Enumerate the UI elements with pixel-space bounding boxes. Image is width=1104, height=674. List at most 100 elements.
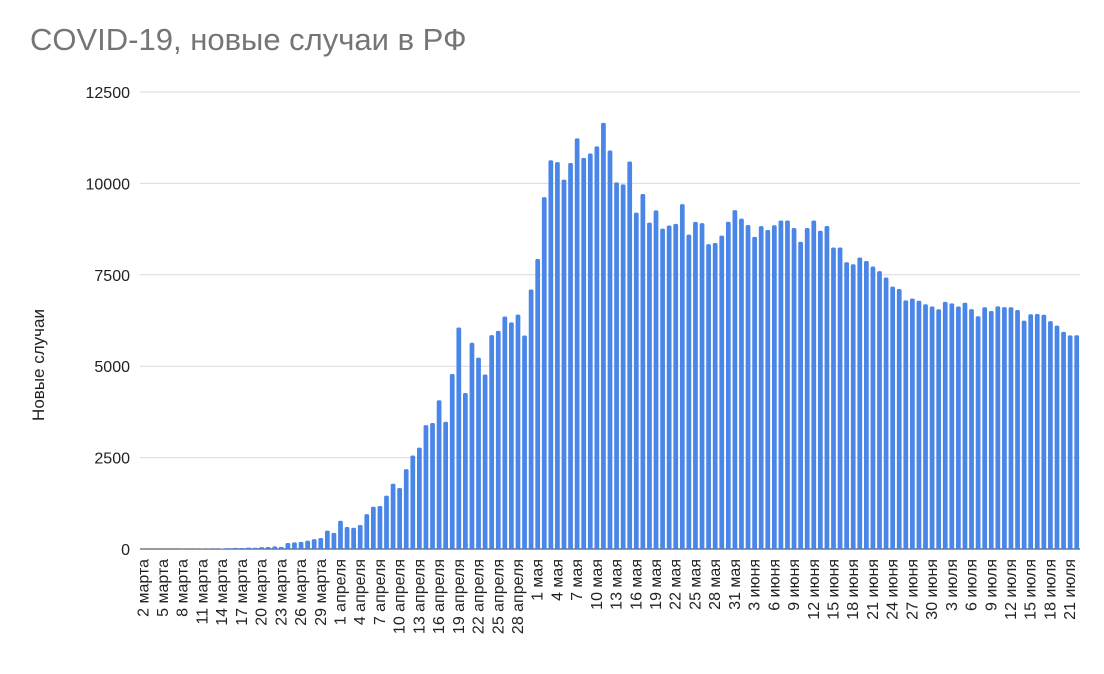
bar <box>390 483 396 549</box>
x-tick-label: 7 мая <box>569 559 586 601</box>
x-tick-label: 18 июля <box>1042 559 1059 620</box>
x-tick-label: 4 апреля <box>352 559 369 625</box>
bar <box>647 222 652 550</box>
bar <box>246 547 251 549</box>
bar <box>962 302 968 549</box>
bar <box>614 182 619 549</box>
bar <box>417 447 422 549</box>
x-tick-label: 21 июня <box>865 559 882 620</box>
bar <box>811 220 817 549</box>
bar <box>1041 314 1047 549</box>
bar <box>903 300 909 549</box>
bar <box>561 179 567 550</box>
x-tick-label: 27 июня <box>904 559 921 620</box>
bar <box>528 289 534 549</box>
bar <box>870 266 876 549</box>
bar <box>515 314 521 549</box>
bar <box>633 212 639 549</box>
bar <box>456 327 462 549</box>
x-tick-label: 13 мая <box>609 559 626 610</box>
x-tick-label: 17 марта <box>234 559 251 626</box>
y-tick-label: 5000 <box>94 359 130 376</box>
bar <box>449 374 455 549</box>
bar <box>384 495 389 549</box>
x-tick-label: 22 мая <box>668 559 685 610</box>
bar <box>1015 310 1020 549</box>
x-tick-label: 3 июля <box>944 559 961 611</box>
x-tick-label: 18 июня <box>845 559 862 620</box>
bar <box>232 547 238 549</box>
bar <box>712 242 718 549</box>
bar <box>785 220 790 549</box>
bar <box>890 286 896 549</box>
bar <box>298 541 304 549</box>
x-tick-label: 11 марта <box>194 559 211 625</box>
bar <box>594 146 600 549</box>
bar <box>627 161 633 550</box>
x-tick-label: 25 апреля <box>490 559 507 634</box>
x-tick-label: 2 марта <box>135 559 152 617</box>
bar <box>463 392 468 549</box>
bar <box>443 421 449 549</box>
x-tick-label: 20 марта <box>254 559 271 626</box>
bar <box>1021 320 1027 549</box>
bar <box>587 153 593 549</box>
bar <box>1028 314 1034 549</box>
bar <box>831 247 836 549</box>
bar <box>693 221 698 549</box>
x-tick-label: 1 мая <box>530 559 547 601</box>
bar <box>765 229 771 550</box>
x-tick-label: 22 апреля <box>471 559 488 634</box>
bar <box>653 210 659 549</box>
bar <box>364 514 370 549</box>
bar <box>1048 321 1053 549</box>
bar <box>739 218 744 549</box>
bar <box>555 162 560 549</box>
bar <box>495 330 501 549</box>
bar <box>910 298 915 549</box>
bar <box>324 530 330 549</box>
bar <box>929 306 935 549</box>
bar <box>942 301 948 549</box>
bar <box>758 226 764 549</box>
bar <box>1008 307 1014 549</box>
bar <box>660 228 665 549</box>
bar <box>581 157 587 549</box>
bar <box>706 244 711 549</box>
bar <box>509 322 514 549</box>
bar <box>732 210 738 549</box>
x-tick-label: 19 мая <box>648 559 665 610</box>
x-tick-label: 31 мая <box>727 559 744 610</box>
x-tick-label: 19 апреля <box>451 559 468 634</box>
bar <box>969 309 974 549</box>
bar <box>535 258 541 549</box>
bar <box>923 304 928 549</box>
bar <box>1054 325 1060 549</box>
bar <box>278 546 284 549</box>
bar <box>489 335 495 549</box>
x-tick-labels: 2 марта 5 марта 8 марта 11 марта 14 марта 17 … <box>135 559 1079 634</box>
bar <box>745 224 751 549</box>
bar <box>259 547 264 549</box>
bar <box>699 223 705 549</box>
bar <box>864 261 869 549</box>
x-tick-label: 23 марта <box>273 559 290 626</box>
bar <box>824 225 830 550</box>
bar <box>311 539 317 549</box>
bar <box>397 488 403 549</box>
x-tick-label: 7 апреля <box>372 559 389 625</box>
y-tick-label: 7500 <box>94 268 130 285</box>
bar <box>430 422 435 549</box>
bar <box>982 307 988 549</box>
bar <box>574 138 580 549</box>
x-tick-label: 16 мая <box>628 559 645 610</box>
bar <box>666 225 672 550</box>
bar <box>949 303 955 549</box>
bar <box>817 230 823 549</box>
x-tick-label: 6 июня <box>766 559 783 611</box>
bars <box>140 122 1080 550</box>
bar <box>877 271 882 549</box>
y-axis-label: Новые случаи <box>29 309 48 421</box>
bar <box>239 548 245 549</box>
x-tick-label: 6 июля <box>964 559 981 611</box>
